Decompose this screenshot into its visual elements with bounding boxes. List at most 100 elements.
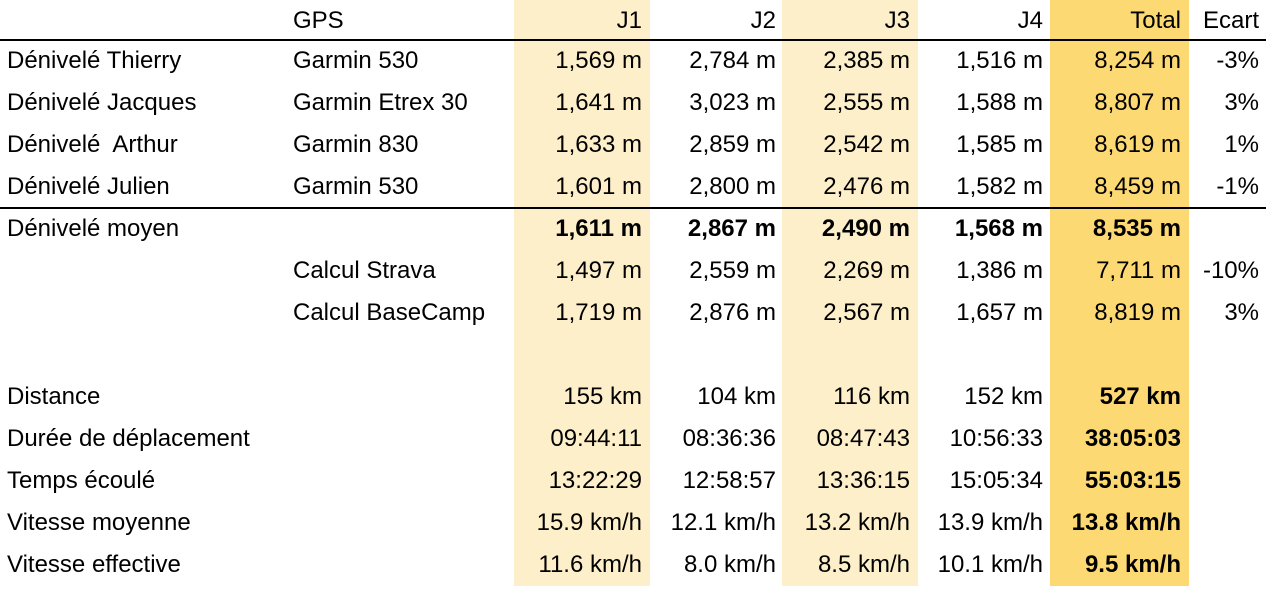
cell-ecart[interactable]: -3% xyxy=(1216,47,1259,74)
cell-j3[interactable]: 2,269 m xyxy=(823,257,910,284)
row-label[interactable]: Distance xyxy=(7,383,101,410)
cell-j1[interactable]: 1,497 m xyxy=(555,257,642,284)
row-label[interactable]: Temps écoulé xyxy=(7,467,156,494)
cell-j4[interactable]: 1,585 m xyxy=(956,131,1043,158)
cell-ecart[interactable] xyxy=(1189,208,1259,250)
cell-total[interactable]: 527 km xyxy=(1099,383,1181,410)
cell-j2[interactable]: 2,784 m xyxy=(689,47,776,74)
cell-j1[interactable]: 1,719 m xyxy=(555,299,642,326)
cell-total[interactable]: 38:05:03 xyxy=(1084,425,1181,452)
cell-j2[interactable]: 12.1 km/h xyxy=(670,509,776,536)
row-label[interactable]: Vitesse moyenne xyxy=(7,509,191,536)
cell-ecart[interactable] xyxy=(1189,544,1259,586)
cell-j4[interactable]: 13.9 km/h xyxy=(937,509,1043,536)
row-gps[interactable] xyxy=(293,376,513,418)
cell-j3[interactable]: 13:36:15 xyxy=(816,467,910,494)
row-gps[interactable] xyxy=(293,544,513,586)
row-gps[interactable]: Garmin 830 xyxy=(293,131,419,158)
row-gps[interactable]: Calcul BaseCamp xyxy=(293,299,486,326)
cell-total[interactable]: 55:03:15 xyxy=(1084,467,1181,494)
cell-total[interactable]: 8,619 m xyxy=(1094,131,1181,158)
cell-ecart[interactable] xyxy=(1189,418,1259,460)
cell-j2[interactable]: 2,859 m xyxy=(689,131,776,158)
header-label[interactable] xyxy=(7,0,287,42)
cell-total[interactable]: 9.5 km/h xyxy=(1084,551,1181,578)
cell-j4[interactable]: 1,568 m xyxy=(954,215,1043,242)
cell-ecart[interactable] xyxy=(1189,376,1259,418)
row-label[interactable]: Dénivelé Arthur xyxy=(7,131,178,158)
row-label[interactable]: Dénivelé Thierry xyxy=(7,47,182,74)
cell-j1[interactable]: 13:22:29 xyxy=(548,467,642,494)
cell-total[interactable]: 8,807 m xyxy=(1094,89,1181,116)
cell-j1[interactable]: 1,633 m xyxy=(555,131,642,158)
row-gps[interactable] xyxy=(293,502,513,544)
header-ecart[interactable]: Ecart xyxy=(1202,7,1259,34)
cell-j1[interactable]: 155 km xyxy=(563,383,642,410)
cell-j1[interactable]: 09:44:11 xyxy=(550,425,642,452)
cell-j2[interactable]: 8.0 km/h xyxy=(683,551,776,578)
cell-j4[interactable]: 1,386 m xyxy=(956,257,1043,284)
cell-j3[interactable]: 2,490 m xyxy=(821,215,910,242)
cell-j2[interactable]: 12:58:57 xyxy=(682,467,776,494)
cell-total[interactable]: 8,535 m xyxy=(1092,215,1181,242)
header-gps[interactable]: GPS xyxy=(293,7,344,34)
cell-j4[interactable]: 10:56:33 xyxy=(949,425,1043,452)
row-label[interactable]: Vitesse effective xyxy=(7,551,181,578)
header-j3[interactable]: J3 xyxy=(884,7,910,34)
cell-ecart[interactable] xyxy=(1189,460,1259,502)
header-j2[interactable]: J2 xyxy=(750,7,776,34)
cell-j1[interactable]: 1,611 m xyxy=(555,215,642,242)
header-j4[interactable]: J4 xyxy=(1017,7,1043,34)
cell-total[interactable]: 8,254 m xyxy=(1094,47,1181,74)
header-total[interactable]: Total xyxy=(1130,7,1181,34)
row-gps[interactable]: Garmin 530 xyxy=(293,173,419,200)
cell-j2[interactable]: 2,867 m xyxy=(687,215,776,242)
cell-ecart[interactable] xyxy=(1189,502,1259,544)
cell-j3[interactable]: 2,567 m xyxy=(823,299,910,326)
cell-j4[interactable]: 152 km xyxy=(964,383,1043,410)
cell-j4[interactable]: 1,516 m xyxy=(956,47,1043,74)
row-gps[interactable]: Garmin 530 xyxy=(293,47,419,74)
cell-j3[interactable]: 13.2 km/h xyxy=(804,509,910,536)
row-gps[interactable] xyxy=(293,208,513,250)
cell-j2[interactable]: 2,800 m xyxy=(689,173,776,200)
header-j1[interactable]: J1 xyxy=(616,7,642,34)
cell-j3[interactable]: 2,385 m xyxy=(823,47,910,74)
row-label[interactable] xyxy=(7,250,287,292)
cell-ecart[interactable]: -1% xyxy=(1216,173,1259,200)
cell-j4[interactable]: 15:05:34 xyxy=(949,467,1043,494)
cell-j2[interactable]: 3,023 m xyxy=(689,89,776,116)
row-gps[interactable]: Garmin Etrex 30 xyxy=(293,89,468,116)
cell-total[interactable]: 8,819 m xyxy=(1094,299,1181,326)
cell-j2[interactable]: 2,559 m xyxy=(689,257,776,284)
row-label[interactable]: Dénivelé moyen xyxy=(7,215,180,242)
cell-total[interactable]: 8,459 m xyxy=(1094,173,1181,200)
cell-j2[interactable]: 2,876 m xyxy=(689,299,776,326)
cell-ecart[interactable]: -10% xyxy=(1202,257,1259,284)
cell-j3[interactable]: 2,542 m xyxy=(823,131,910,158)
cell-j1[interactable]: 11.6 km/h xyxy=(538,551,642,578)
cell-ecart[interactable]: 1% xyxy=(1224,131,1259,158)
row-label[interactable]: Dénivelé Julien xyxy=(7,173,170,200)
row-gps[interactable] xyxy=(293,418,513,460)
cell-j3[interactable]: 2,476 m xyxy=(823,173,910,200)
row-label[interactable] xyxy=(7,292,287,334)
cell-j4[interactable]: 1,582 m xyxy=(956,173,1043,200)
cell-j1[interactable]: 1,601 m xyxy=(555,173,642,200)
cell-total[interactable]: 7,711 m xyxy=(1096,257,1181,284)
cell-j1[interactable]: 1,641 m xyxy=(555,89,642,116)
cell-ecart[interactable]: 3% xyxy=(1224,299,1259,326)
cell-j1[interactable]: 15.9 km/h xyxy=(536,509,642,536)
cell-ecart[interactable]: 3% xyxy=(1224,89,1259,116)
cell-j4[interactable]: 1,588 m xyxy=(956,89,1043,116)
cell-j3[interactable]: 08:47:43 xyxy=(816,425,910,452)
cell-j3[interactable]: 2,555 m xyxy=(823,89,910,116)
cell-j2[interactable]: 08:36:36 xyxy=(682,425,776,452)
row-gps[interactable]: Calcul Strava xyxy=(293,257,436,284)
row-label[interactable]: Durée de déplacement xyxy=(7,425,250,452)
cell-j3[interactable]: 8.5 km/h xyxy=(817,551,910,578)
cell-j3[interactable]: 116 km xyxy=(833,383,910,410)
cell-j4[interactable]: 1,657 m xyxy=(956,299,1043,326)
cell-j1[interactable]: 1,569 m xyxy=(555,47,642,74)
cell-j4[interactable]: 10.1 km/h xyxy=(937,551,1043,578)
